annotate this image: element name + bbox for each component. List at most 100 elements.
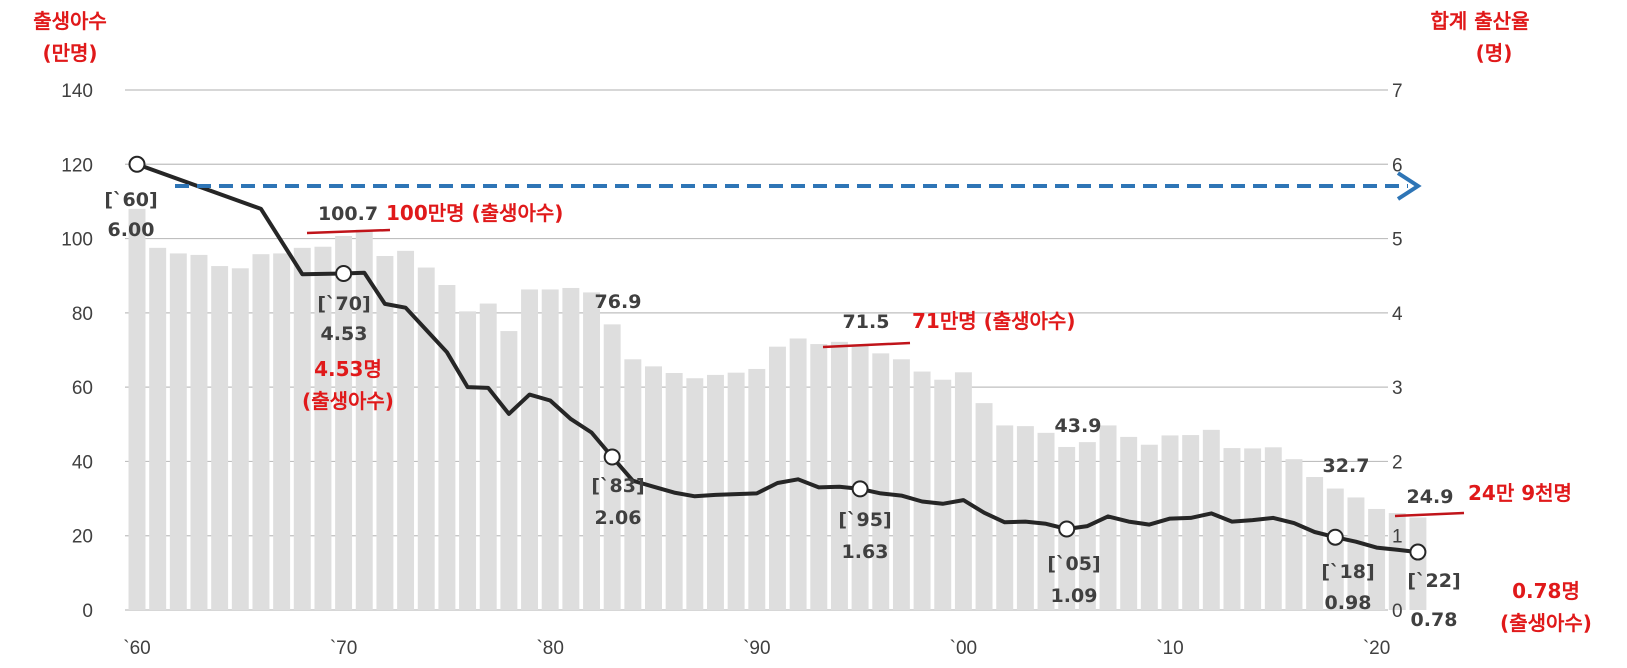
point-label-2018-value: 0.98 [1325, 592, 1372, 614]
annotation-078-line1: 0.78명 [1512, 579, 1580, 603]
birth-bar [1016, 426, 1034, 610]
birth-bar [211, 266, 229, 610]
birth-bar [438, 285, 456, 610]
birth-bar [1202, 429, 1220, 610]
underline-24 [1394, 511, 1465, 518]
left-tick-label: 60 [72, 378, 93, 399]
x-tick-label: `60 [123, 638, 150, 659]
birth-bar [314, 246, 332, 610]
left-tick-label: 40 [72, 452, 93, 473]
birth-bar [190, 254, 208, 610]
birth-bar [273, 253, 291, 610]
birth-bar [624, 359, 642, 610]
x-tick-label: `80 [536, 638, 563, 659]
left-tick-label: 20 [72, 527, 93, 548]
bar-label-2022: 24.9 [1407, 486, 1454, 508]
births-bars [128, 208, 1427, 611]
birth-bar [562, 287, 580, 610]
birth-bar [500, 331, 518, 610]
bar-label-1970: 100.7 [318, 203, 378, 225]
birth-bar [252, 254, 270, 610]
right-tick-label: 2 [1392, 452, 1403, 473]
birth-bar [335, 235, 353, 610]
point-label-1970-value: 4.53 [321, 323, 368, 345]
birth-bar [231, 268, 249, 610]
x-tick-label: `70 [330, 638, 357, 659]
birth-bar [748, 368, 766, 610]
birth-bar [376, 256, 394, 610]
birth-bar [1326, 488, 1344, 610]
point-label-2005-year: [`05] [1047, 553, 1100, 575]
right-tick-label: 0 [1392, 601, 1403, 622]
birth-bar [1161, 435, 1179, 610]
fertility-line [128, 155, 1427, 561]
birth-bar [293, 247, 311, 610]
x-tick-label: `20 [1363, 638, 1390, 659]
birth-bar [830, 341, 848, 610]
axis-ticks: 0 20 40 60 80 100 120 140 0 1 2 3 4 5 6 7 `60 `70 `80 `90 `0… [61, 81, 1403, 659]
birth-bar [169, 253, 187, 610]
x-tick-label: `00 [950, 638, 977, 659]
fertility-marker [128, 155, 146, 173]
right-tick-label: 1 [1392, 527, 1403, 548]
birth-bar [996, 425, 1014, 610]
left-tick-label: 80 [72, 304, 93, 325]
birth-bar [872, 353, 890, 610]
right-tick-label: 4 [1392, 304, 1403, 325]
fertility-marker [1326, 528, 1344, 546]
birth-bar [1140, 444, 1158, 610]
birth-bar [1347, 497, 1365, 610]
birth-bar [479, 303, 497, 610]
point-label-1983-value: 2.06 [595, 507, 642, 529]
birth-bar [1285, 459, 1303, 610]
point-label-2005-value: 1.09 [1051, 585, 1098, 607]
right-tick-label: 3 [1392, 378, 1403, 399]
birth-bar [789, 338, 807, 610]
fertility-marker [1409, 543, 1427, 561]
point-label-1970-year: [`70] [317, 293, 370, 315]
birth-bar [355, 229, 373, 610]
birth-bar [603, 324, 621, 610]
birth-bar [1368, 508, 1386, 610]
point-label-2018-year: [`18] [1321, 561, 1374, 583]
birth-bar [768, 346, 786, 610]
birth-bar [459, 311, 477, 610]
point-label-1995-year: [`95] [838, 509, 891, 531]
left-tick-label: 0 [82, 601, 93, 622]
annotation-24man: 24만 9천명 [1468, 481, 1572, 505]
birth-bar [128, 208, 146, 610]
bar-label-2005: 43.9 [1055, 415, 1102, 437]
point-label-1983-year: [`83] [591, 475, 644, 497]
left-tick-label: 140 [61, 81, 93, 102]
x-tick-label: `90 [743, 638, 770, 659]
annotation-100man: 100만명 (출생아수) [386, 201, 563, 225]
annotation-078-line2: (출생아수) [1500, 611, 1592, 635]
bar-label-2018: 32.7 [1323, 455, 1370, 477]
point-label-1960-value: 6.00 [108, 219, 155, 241]
annotation-453-line1: 4.53명 [314, 357, 382, 381]
bar-label-1983: 76.9 [595, 291, 642, 313]
left-tick-label: 120 [61, 155, 93, 176]
underline-71 [822, 341, 911, 349]
birth-bar [934, 379, 952, 610]
birth-bar [1182, 435, 1200, 610]
birth-bar [397, 250, 415, 611]
birth-bar [149, 247, 167, 610]
arrow-head-icon [1396, 171, 1422, 201]
birth-bar [954, 372, 972, 610]
point-label-2022-year: [`22] [1407, 570, 1460, 592]
birth-bar [1409, 517, 1427, 610]
fertility-marker [1058, 520, 1076, 538]
birth-bar [975, 403, 993, 610]
underline-100 [306, 228, 391, 235]
left-axis-title-line2: (만명) [42, 41, 97, 65]
x-tick-label: `10 [1156, 638, 1183, 659]
birth-bar [417, 267, 435, 610]
fertility-marker [335, 264, 353, 282]
birth-bar [707, 374, 724, 610]
birth-bar [521, 289, 539, 610]
annotation-453-line2: (출생아수) [302, 389, 394, 413]
birth-bar [1264, 447, 1282, 610]
birth-bar [892, 359, 910, 610]
